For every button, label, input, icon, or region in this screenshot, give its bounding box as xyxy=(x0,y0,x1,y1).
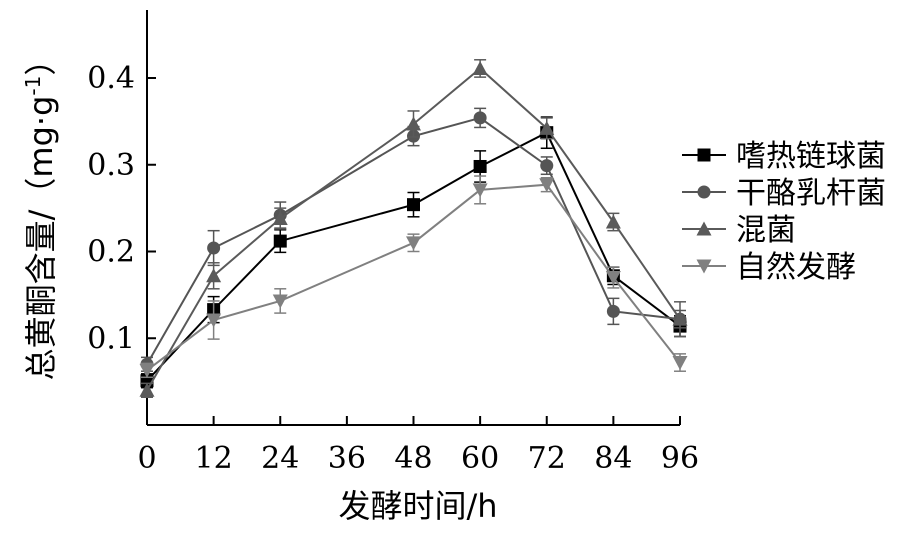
y-axis-title: 总黄酮含量/（mg·g-1） xyxy=(21,44,60,381)
data-point xyxy=(605,271,621,286)
data-point xyxy=(539,178,555,193)
y-axis-title-superscript: -1 xyxy=(21,76,45,96)
data-point xyxy=(605,214,621,229)
data-point xyxy=(672,356,688,371)
data-point xyxy=(473,159,487,173)
y-tick-label: 0.3 xyxy=(87,148,135,183)
axes: 0 12 24 36 48 60 72 84 96 0.1 0.2 0.3 0.4 xyxy=(87,10,699,476)
legend-marker xyxy=(697,185,711,199)
x-tick-label: 96 xyxy=(661,441,699,476)
legend-label: 混菌 xyxy=(736,213,796,248)
data-point xyxy=(540,159,554,173)
series-1 xyxy=(140,116,687,389)
data-point xyxy=(672,311,688,326)
data-point xyxy=(139,363,155,378)
y-tick-label: 0.2 xyxy=(87,235,135,270)
x-tick-label: 60 xyxy=(461,441,499,476)
series-line xyxy=(146,131,681,382)
legend-item: 混菌 xyxy=(682,213,796,248)
series-line xyxy=(146,67,681,391)
y-tick-label: 0.4 xyxy=(87,61,135,96)
data-point xyxy=(206,268,222,283)
x-tick-label: 24 xyxy=(261,441,299,476)
legend-marker xyxy=(696,259,712,274)
legend-item: 自然发酵 xyxy=(682,250,856,285)
series-4 xyxy=(139,175,688,379)
data-point xyxy=(473,111,487,125)
series-line xyxy=(146,116,681,365)
data-point xyxy=(539,120,555,135)
legend-marker xyxy=(696,221,712,236)
data-point xyxy=(606,304,620,318)
legend-item: 嗜热链球菌 xyxy=(682,139,886,174)
y-axis-title-tail: ） xyxy=(22,44,60,76)
legend-marker xyxy=(697,148,711,162)
data-point xyxy=(139,382,155,397)
series-layer xyxy=(139,59,688,398)
data-point xyxy=(272,294,288,309)
data-point xyxy=(207,241,221,255)
y-axis-title-main: 总黄酮含量/（mg·g xyxy=(22,96,60,381)
legend-label: 自然发酵 xyxy=(736,250,856,285)
data-point xyxy=(472,60,488,75)
series-line xyxy=(146,183,681,372)
data-point xyxy=(206,313,222,328)
x-tick-label: 36 xyxy=(328,441,366,476)
data-point xyxy=(272,211,288,226)
legend-label: 嗜热链球菌 xyxy=(736,139,886,174)
data-point xyxy=(406,116,421,131)
legend-label: 干酪乳杆菌 xyxy=(736,176,886,211)
data-point xyxy=(406,236,421,251)
x-axis-title: 发酵时间/h xyxy=(338,487,497,525)
x-tick-label: 84 xyxy=(594,441,632,476)
x-tick-label: 12 xyxy=(195,441,233,476)
x-tick-label: 0 xyxy=(137,441,156,476)
y-tick-label: 0.1 xyxy=(87,321,135,356)
data-point xyxy=(472,183,488,198)
series-3 xyxy=(139,59,688,398)
x-tick-label: 72 xyxy=(528,441,566,476)
legend-item: 干酪乳杆菌 xyxy=(682,176,886,211)
data-point xyxy=(407,198,420,212)
data-point xyxy=(273,234,287,248)
x-tick-label: 48 xyxy=(394,441,432,476)
